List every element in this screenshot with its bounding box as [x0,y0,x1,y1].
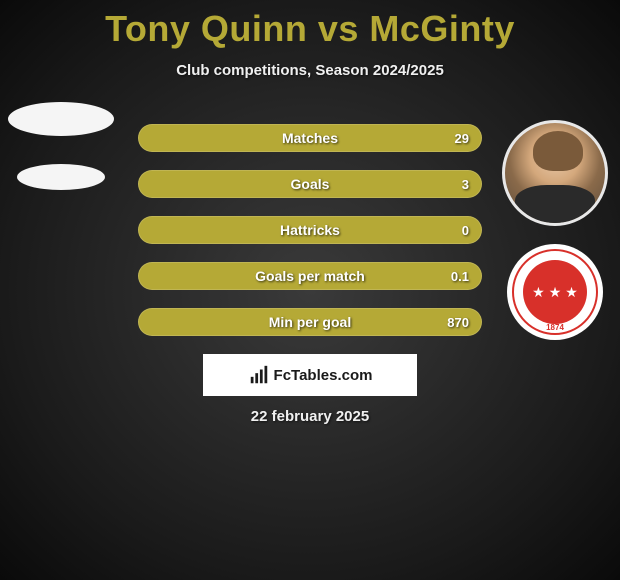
right-player-avatar [502,120,608,226]
watermark-text: FcTables.com [274,367,373,384]
footer-date: 22 february 2025 [0,408,620,425]
stat-bar-label: Hattricks [139,217,481,243]
stat-bar-label: Goals per match [139,263,481,289]
club-badge-inner: ★ ★ ★ [523,260,587,324]
star-icon: ★ [532,284,545,301]
stat-bar-label: Goals [139,171,481,197]
right-player-club-badge: ★ ★ ★ 1874 [507,244,603,340]
club-badge-year: 1874 [546,323,564,332]
right-player-column: ★ ★ ★ 1874 [502,120,608,340]
stat-bar-label: Matches [139,125,481,151]
left-player-avatar-placeholder [8,102,114,136]
stat-bar: Goals3 [138,170,482,198]
stat-bar: Min per goal870 [138,308,482,336]
stat-bar: Goals per match0.1 [138,262,482,290]
chart-icon [248,364,270,386]
stat-bars-container: Matches29 Goals3 Hattricks0 Goals per match… [138,124,482,336]
stat-bar-right-value: 0.1 [451,263,469,289]
watermark: FcTables.com [203,354,417,396]
stat-bar-right-value: 29 [455,125,469,151]
stat-bar-right-value: 3 [462,171,469,197]
stat-bar-right-value: 870 [447,309,469,335]
stat-bar: Hattricks0 [138,216,482,244]
page-title: Tony Quinn vs McGinty [0,0,620,50]
left-player-club-placeholder [17,164,105,190]
star-icon: ★ [565,284,578,301]
stat-bar: Matches29 [138,124,482,152]
star-icon: ★ [549,284,562,301]
left-player-column [8,102,114,190]
stat-bar-label: Min per goal [139,309,481,335]
stat-bar-right-value: 0 [462,217,469,243]
page-subtitle: Club competitions, Season 2024/2025 [0,62,620,79]
